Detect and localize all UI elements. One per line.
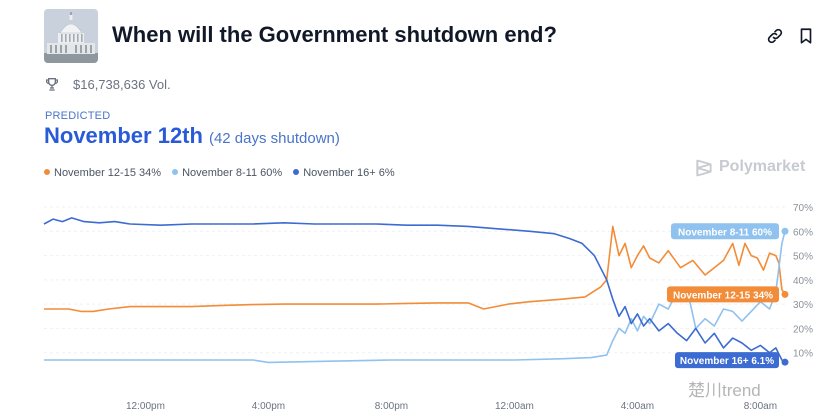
x-tick-label: 12:00am <box>495 401 534 412</box>
bookmark-icon[interactable] <box>797 27 815 45</box>
series-line <box>43 217 786 363</box>
polymarket-icon <box>696 159 712 177</box>
series-line <box>44 231 786 364</box>
legend-label: November 12-15 34% <box>54 167 162 179</box>
end-point-dot <box>781 358 789 366</box>
end-label-badge <box>667 286 779 303</box>
y-tick-label: 20% <box>793 324 813 335</box>
series-line <box>44 225 786 313</box>
price-history-chart[interactable]: 10% 20% 30% 40% 50% 60% 70% 12:00pm 4:00pm 8:00pm… <box>0 195 829 416</box>
legend-dot <box>44 169 50 175</box>
legend-item[interactable]: November 16+ 6% <box>293 167 395 179</box>
watermark-text: 楚川trend <box>688 381 761 400</box>
end-label-text: November 16+ 6.1% <box>680 356 774 367</box>
end-label-text: November 12-15 34% <box>673 290 773 301</box>
x-tick-label: 8:00am <box>744 401 777 412</box>
link-icon[interactable] <box>766 27 784 45</box>
x-tick-label: 4:00pm <box>252 401 285 412</box>
y-tick-label: 30% <box>793 300 813 311</box>
market-header: When will the Government shutdown end? <box>44 9 819 63</box>
legend-dot <box>172 169 179 175</box>
predicted-label: PREDICTED <box>45 110 111 122</box>
predicted-value: November 12th <box>44 123 203 148</box>
y-tick-label: 50% <box>793 252 813 263</box>
chart-legend: November 12-15 34% November 8-11 60% Nov… <box>44 167 403 179</box>
y-tick-label: 60% <box>793 227 813 238</box>
legend-dot <box>293 169 300 175</box>
y-tick-label: 40% <box>793 276 813 287</box>
legend-item[interactable]: November 8-11 60% <box>172 167 282 179</box>
x-tick-label: 8:00pm <box>375 401 408 412</box>
trophy-icon <box>46 78 58 91</box>
market-title: When will the Government shutdown end? <box>112 22 557 47</box>
y-tick-label: 70% <box>793 203 813 214</box>
x-tick-label: 4:00am <box>621 401 654 412</box>
legend-item[interactable]: November 12-15 34% <box>44 167 161 179</box>
volume-value: $16,738,636 Vol. <box>73 77 171 92</box>
end-point-dot <box>781 227 789 235</box>
end-point-dot <box>781 290 789 298</box>
y-tick-label: 10% <box>793 349 813 360</box>
legend-label: November 16+ 6% <box>303 167 395 179</box>
brand-name: Polymarket <box>719 158 806 175</box>
capitol-building-thumbnail <box>44 9 98 63</box>
legend-label: November 8-11 60% <box>182 167 283 179</box>
end-label-text: November 8-11 60% <box>678 227 772 238</box>
predicted-outcome: November 12th (42 days shutdown) <box>44 123 340 149</box>
end-label-badge <box>675 352 779 369</box>
end-label-badge <box>671 223 779 240</box>
predicted-note: (42 days shutdown) <box>208 130 340 147</box>
x-tick-label: 12:00pm <box>126 401 165 412</box>
